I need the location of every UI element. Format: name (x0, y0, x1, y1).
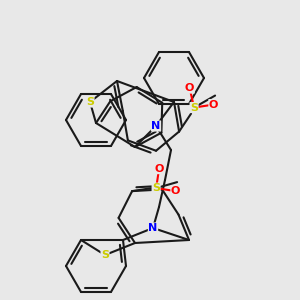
Text: N: N (148, 223, 158, 233)
Text: S: S (152, 183, 160, 193)
Text: N: N (152, 121, 160, 131)
Text: O: O (154, 164, 164, 174)
Text: O: O (171, 186, 180, 196)
Text: S: S (101, 250, 109, 260)
Text: S: S (190, 103, 198, 112)
Text: O: O (185, 83, 194, 93)
Text: O: O (209, 100, 218, 110)
Text: S: S (86, 97, 94, 107)
